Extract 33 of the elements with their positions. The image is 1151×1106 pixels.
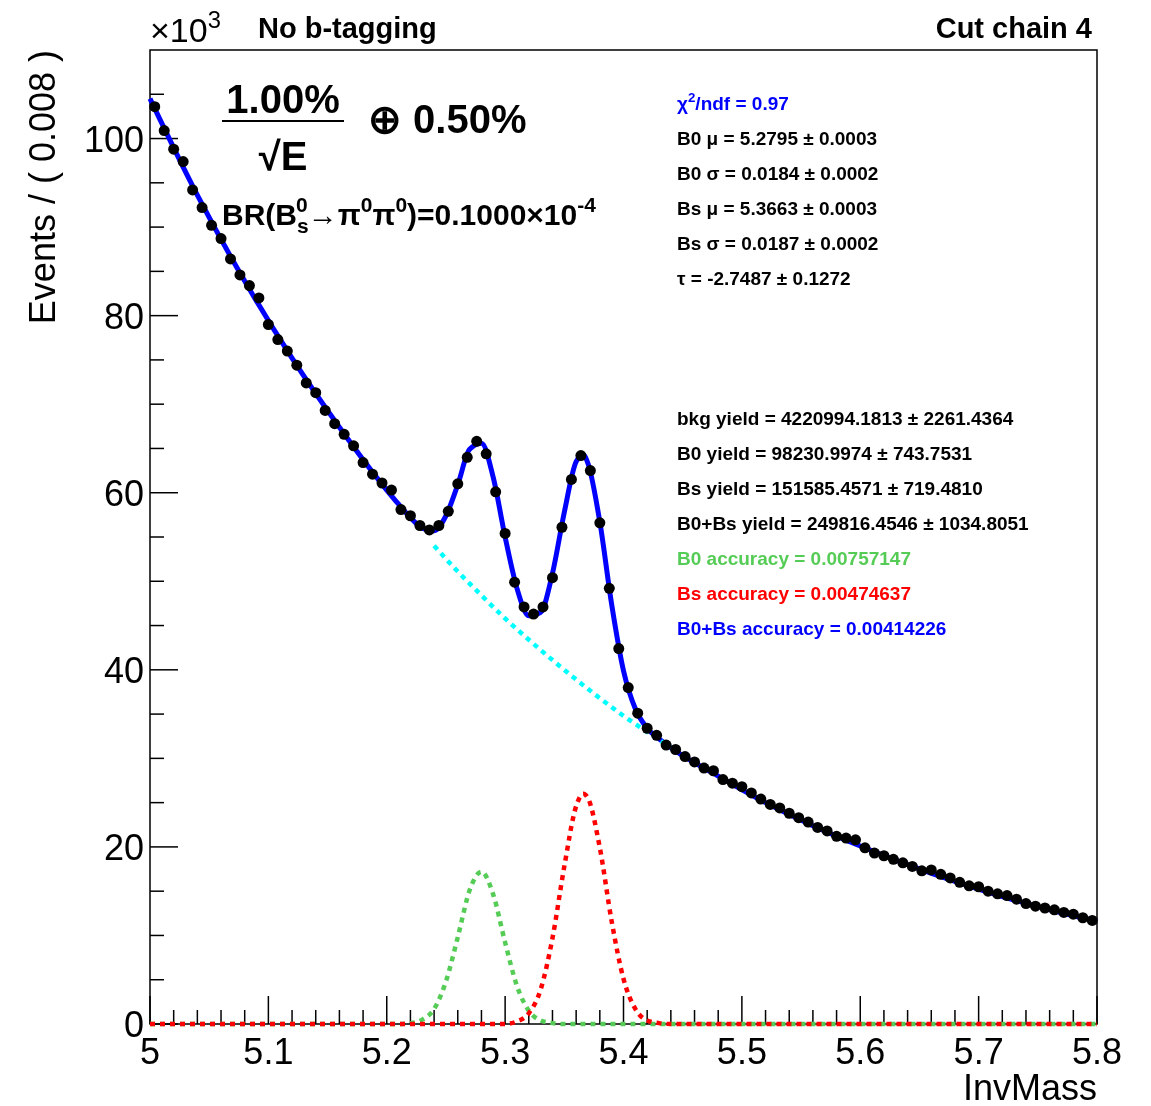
x-tick-label: 5.3 xyxy=(480,1031,531,1072)
y-tick-label: 20 xyxy=(103,826,144,868)
x-tick-label: 5.6 xyxy=(835,1031,886,1072)
y-axis-title: Events / ( 0.008 ) xyxy=(22,50,63,325)
y-tick-label: 100 xyxy=(83,118,144,160)
y-tick-label: 60 xyxy=(103,472,144,514)
x-tick-label: 5.1 xyxy=(243,1031,294,1072)
annotation: Bs σ = 0.0187 ± 0.0002 xyxy=(677,233,879,254)
annotation: Bs yield = 151585.4571 ± 719.4810 xyxy=(677,478,983,499)
annotation: τ = -2.7487 ± 0.1272 xyxy=(677,268,851,289)
x-tick-label: 5.5 xyxy=(716,1031,767,1072)
annotation: √E xyxy=(258,134,308,178)
annotation: B0 μ = 5.2795 ± 0.0003 xyxy=(677,128,878,149)
annotation: 1.00% xyxy=(226,77,340,121)
annotation: B0+Bs accuracy = 0.00414226 xyxy=(677,618,947,639)
annotation: Bs μ = 5.3663 ± 0.0003 xyxy=(677,198,878,219)
annotation: bkg yield = 4220994.1813 ± 2261.4364 xyxy=(677,408,1014,429)
y-tick-label: 80 xyxy=(103,295,144,337)
chart-title: No b-tagging xyxy=(258,12,437,44)
y-tick-label: 40 xyxy=(103,649,144,691)
x-tick-label: 5.4 xyxy=(598,1031,649,1072)
chart-subtitle: Cut chain 4 xyxy=(935,12,1092,44)
line-series xyxy=(147,791,1100,1027)
annotation: B0 σ = 0.0184 ± 0.0002 xyxy=(677,163,879,184)
annotation: χ$^{2}$/ndf = 0.97 xyxy=(677,90,789,114)
annotation: Bs accuracy = 0.00474637 xyxy=(677,583,912,604)
text: ×10$^{3}$ xyxy=(150,5,221,49)
annotation: B0 accuracy = 0.00757147 xyxy=(677,548,912,569)
annotation: B0 yield = 98230.9974 ± 743.7531 xyxy=(677,443,973,464)
annotation: ⊕ 0.50% xyxy=(368,97,527,141)
x-tick-label: 5.2 xyxy=(361,1031,412,1072)
annotation: B0+Bs yield = 249816.4546 ± 1034.8051 xyxy=(677,513,1030,534)
text: BR(B$_{s}$$^{0}$→π$^{0}$π$^{0}$)=0.1000×10$^{-4}$ xyxy=(222,193,596,237)
